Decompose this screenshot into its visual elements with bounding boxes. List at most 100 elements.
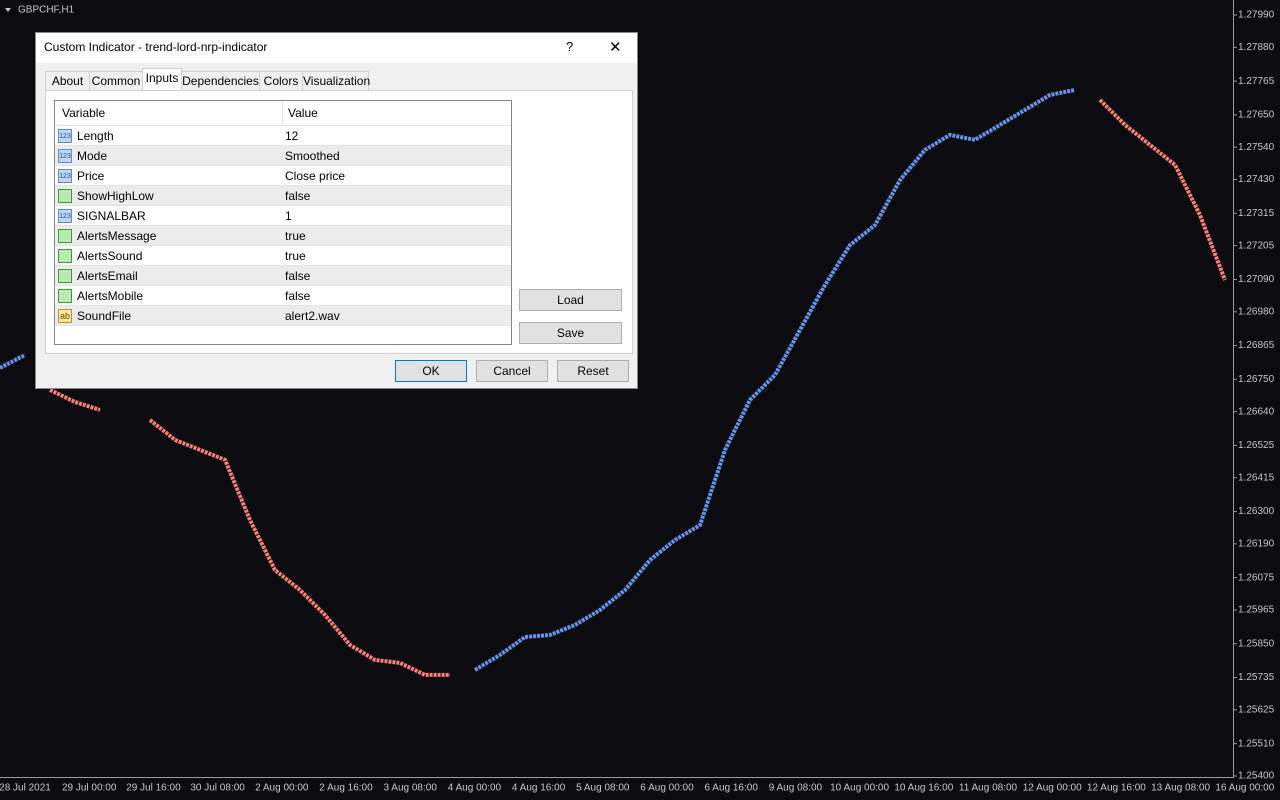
- variable-value: true: [285, 229, 306, 243]
- y-tick-label: 1.26190: [1238, 539, 1275, 550]
- x-tick-label: 10 Aug 16:00: [894, 783, 953, 794]
- variable-value: false: [285, 189, 311, 203]
- variable-name: SIGNALBAR: [77, 209, 146, 223]
- variable-name: AlertsEmail: [77, 269, 138, 283]
- y-tick-label: 1.27990: [1238, 10, 1275, 21]
- y-tick-label: 1.25625: [1238, 705, 1275, 716]
- x-tick-label: 6 Aug 16:00: [705, 783, 759, 794]
- side-button[interactable]: Load: [519, 289, 622, 311]
- type-icon: ab: [58, 309, 72, 323]
- variable-name: AlertsMobile: [77, 289, 144, 303]
- y-tick-label: 1.26980: [1238, 306, 1275, 317]
- x-tick-label: 29 Jul 00:00: [62, 783, 117, 794]
- y-tick-label: 1.27315: [1238, 208, 1275, 219]
- variable-name: ShowHighLow: [77, 189, 154, 203]
- indicator-line: [49, 388, 101, 412]
- dialog-button[interactable]: Reset: [557, 360, 629, 382]
- y-tick-label: 1.27090: [1238, 274, 1275, 285]
- x-tick-label: 29 Jul 16:00: [126, 783, 181, 794]
- indicator-dialog: Custom Indicator - trend-lord-nrp-indica…: [35, 32, 638, 389]
- variable-value: true: [285, 249, 306, 263]
- x-tick-label: 4 Aug 16:00: [512, 783, 566, 794]
- x-tick-label: 30 Jul 08:00: [190, 783, 245, 794]
- bool-icon: [58, 189, 72, 203]
- bool-icon: [58, 289, 72, 303]
- table-row[interactable]: ab SoundFile alert2.wav: [55, 306, 511, 326]
- table-row[interactable]: AlertsMessage true: [55, 226, 511, 246]
- close-button[interactable]: ✕: [609, 39, 622, 56]
- x-tick-label: 2 Aug 00:00: [255, 783, 309, 794]
- indicator-line: [148, 418, 450, 677]
- x-tick-label: 10 Aug 00:00: [830, 783, 889, 794]
- table-row[interactable]: ShowHighLow false: [55, 186, 511, 206]
- x-tick-label: 28 Jul 2021: [0, 783, 51, 794]
- y-tick-label: 1.27650: [1238, 110, 1275, 121]
- variable-value: false: [285, 289, 311, 303]
- x-tick-label: 6 Aug 00:00: [640, 783, 694, 794]
- y-tick-label: 1.27880: [1238, 42, 1275, 53]
- type-icon: 123: [58, 149, 72, 163]
- table-row[interactable]: 123 Price Close price: [55, 166, 511, 186]
- x-tick-label: 2 Aug 16:00: [319, 783, 373, 794]
- table-row[interactable]: AlertsMobile false: [55, 286, 511, 306]
- y-tick-label: 1.26415: [1238, 472, 1275, 483]
- y-tick-label: 1.26300: [1238, 506, 1275, 517]
- tab[interactable]: Common: [89, 71, 143, 91]
- table-row[interactable]: AlertsSound true: [55, 246, 511, 266]
- x-tick-label: 13 Aug 08:00: [1151, 783, 1210, 794]
- y-tick-label: 1.27205: [1238, 240, 1275, 251]
- side-button[interactable]: Save: [519, 322, 622, 344]
- bool-icon: [58, 249, 72, 263]
- indicator-line: [1098, 98, 1227, 281]
- y-tick-label: 1.26865: [1238, 340, 1275, 351]
- dialog-button[interactable]: Cancel: [476, 360, 548, 382]
- x-tick-label: 4 Aug 00:00: [448, 783, 502, 794]
- y-tick-label: 1.26640: [1238, 406, 1275, 417]
- x-tick-label: 12 Aug 16:00: [1087, 783, 1146, 794]
- help-button[interactable]: ?: [566, 39, 574, 54]
- dialog-button[interactable]: OK: [395, 360, 467, 382]
- tab[interactable]: Dependencies: [181, 71, 260, 91]
- column-header: Variable: [62, 106, 106, 120]
- variable-value: false: [285, 269, 311, 283]
- bool-icon: [58, 269, 72, 283]
- table-row[interactable]: 123 Mode Smoothed: [55, 146, 511, 166]
- tab[interactable]: Inputs: [142, 68, 182, 92]
- x-tick-label: 12 Aug 00:00: [1023, 783, 1082, 794]
- x-tick-label: 5 Aug 08:00: [576, 783, 630, 794]
- y-tick-label: 1.25510: [1238, 738, 1275, 749]
- dialog-title: Custom Indicator - trend-lord-nrp-indica…: [44, 40, 268, 54]
- variable-name: Price: [77, 169, 105, 183]
- table-row[interactable]: 123 SIGNALBAR 1: [55, 206, 511, 226]
- y-tick-label: 1.25965: [1238, 605, 1275, 616]
- table-header: Variable Value: [55, 101, 511, 126]
- bool-icon: [58, 229, 72, 243]
- y-tick-label: 1.27430: [1238, 174, 1275, 185]
- y-tick-label: 1.25735: [1238, 672, 1275, 683]
- tab[interactable]: Colors: [259, 71, 303, 91]
- variable-name: Mode: [77, 149, 108, 163]
- type-icon: 123: [58, 209, 72, 223]
- symbol-arrow: [5, 8, 11, 12]
- table-row[interactable]: AlertsEmail false: [55, 266, 511, 286]
- table-row[interactable]: 123 Length 12: [55, 126, 511, 146]
- tab[interactable]: Visualization: [302, 71, 370, 91]
- variable-name: AlertsMessage: [77, 229, 157, 243]
- variable-value: 12: [285, 129, 299, 143]
- inputs-table: Variable Value 123 Length 12 123 Mode Smoothed 1…: [54, 100, 512, 345]
- tab[interactable]: About: [45, 71, 90, 91]
- indicator-line: [0, 353, 26, 370]
- type-icon: 123: [58, 129, 72, 143]
- y-tick-label: 1.25400: [1238, 771, 1275, 782]
- variable-value: Smoothed: [285, 149, 340, 163]
- variable-name: SoundFile: [77, 309, 132, 323]
- column-header: Value: [288, 106, 318, 120]
- variable-value: 1: [285, 209, 292, 223]
- variable-value: Close price: [285, 169, 346, 183]
- y-tick-label: 1.27765: [1238, 76, 1275, 87]
- x-tick-label: 16 Aug 00:00: [1215, 783, 1274, 794]
- x-tick-label: 3 Aug 08:00: [384, 783, 438, 794]
- x-tick-label: 9 Aug 08:00: [769, 783, 823, 794]
- x-tick-label: 11 Aug 08:00: [959, 783, 1018, 794]
